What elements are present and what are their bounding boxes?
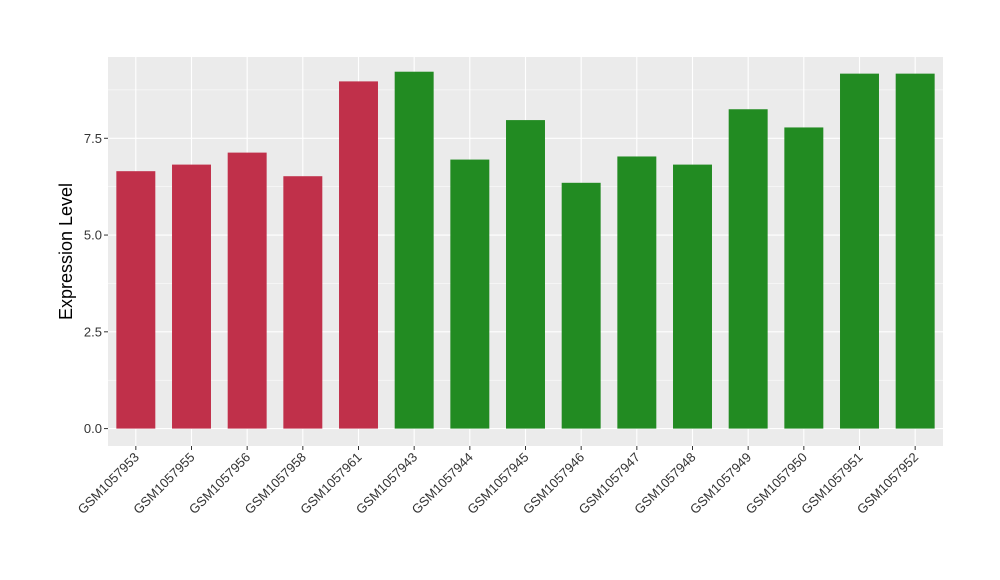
- y-axis: 0.0 2.5 5.0 7.5: [84, 131, 108, 436]
- y-tick-label: 2.5: [84, 324, 102, 339]
- y-axis-title: Expression Level: [56, 183, 76, 320]
- bar-GSM1057958: [283, 176, 323, 429]
- y-tick-label: 0.0: [84, 421, 102, 436]
- bar-GSM1057952: [895, 73, 935, 429]
- x-axis: GSM1057953GSM1057955GSM1057956GSM1057958…: [75, 446, 921, 517]
- y-tick-label: 5.0: [84, 228, 102, 243]
- bar-GSM1057946: [561, 182, 601, 429]
- bar-GSM1057953: [116, 171, 156, 429]
- bar-GSM1057945: [506, 120, 545, 429]
- bar-GSM1057961: [339, 81, 378, 429]
- bar-GSM1057951: [840, 73, 879, 429]
- bar-GSM1057943: [394, 71, 434, 429]
- bar-GSM1057947: [617, 156, 657, 429]
- bar-GSM1057955: [172, 164, 211, 429]
- bar-GSM1057944: [450, 159, 490, 429]
- bar-GSM1057950: [784, 127, 824, 429]
- bar-GSM1057949: [728, 109, 768, 429]
- bars: [116, 71, 935, 429]
- bar-GSM1057948: [673, 164, 712, 429]
- y-tick-label: 7.5: [84, 131, 102, 146]
- bar-GSM1057956: [227, 152, 267, 429]
